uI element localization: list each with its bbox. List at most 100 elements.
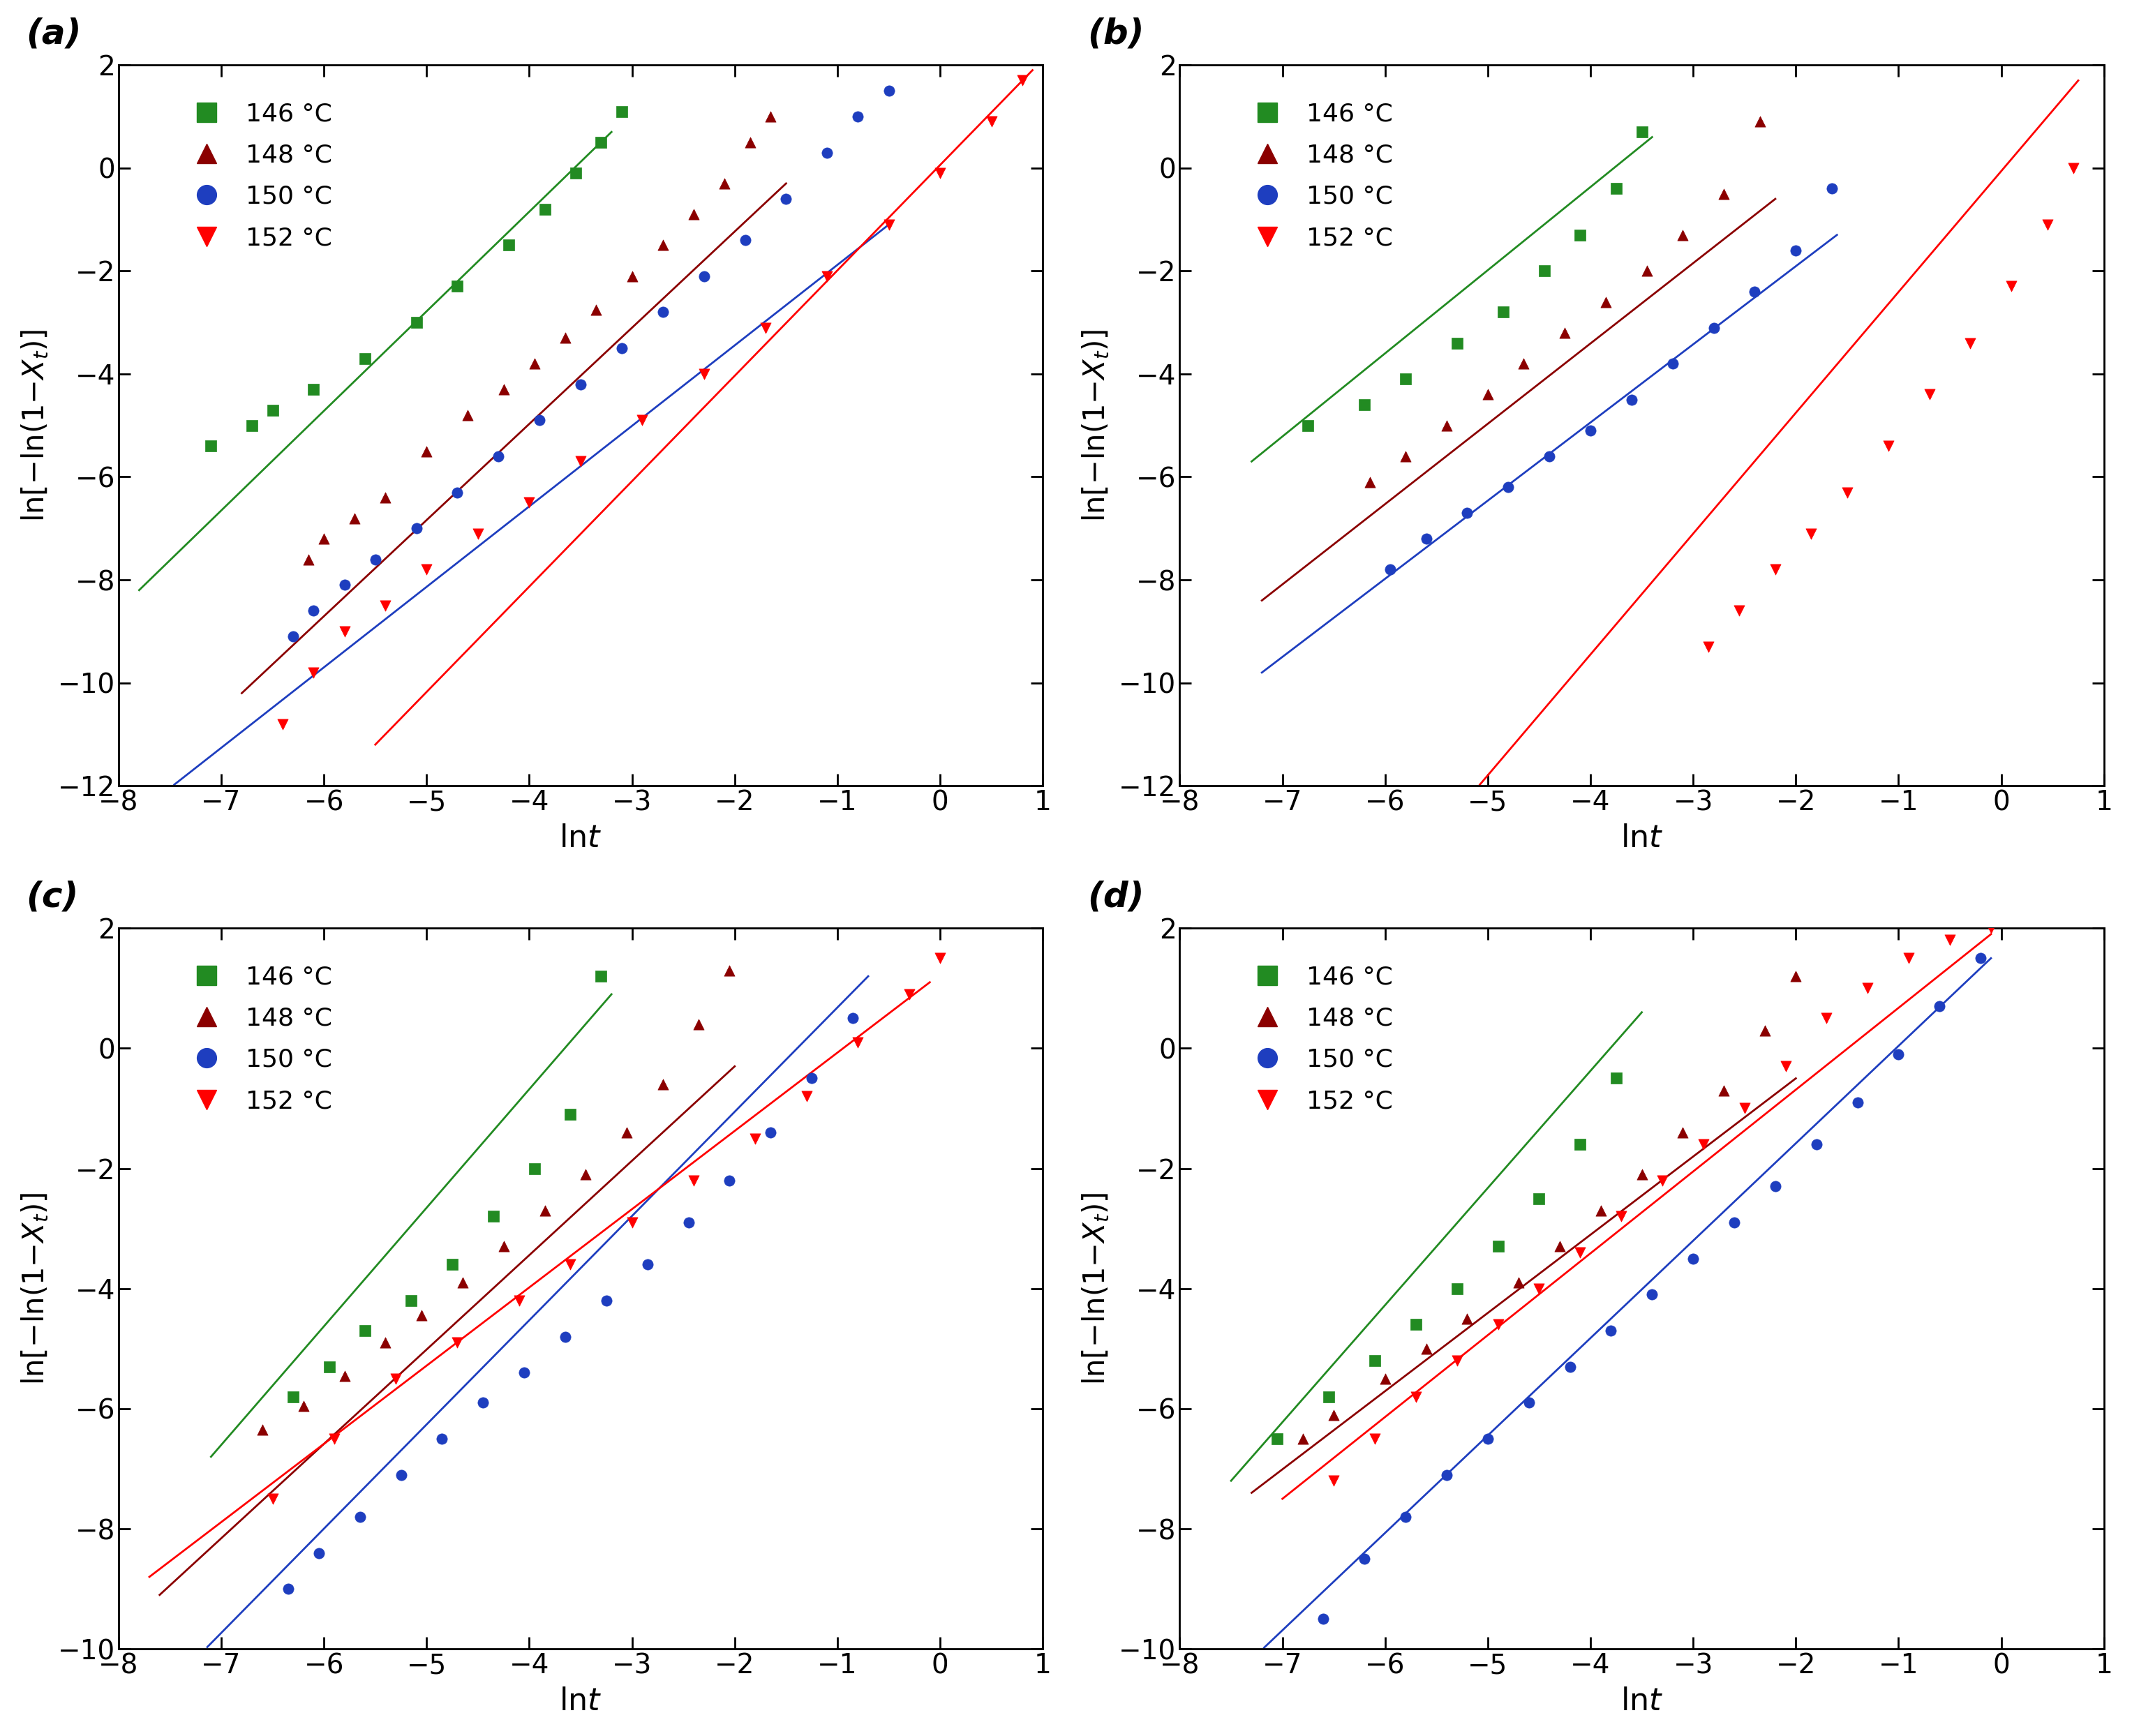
Point [1533, 443, 1567, 470]
Point [1778, 236, 1812, 264]
Point [292, 545, 326, 573]
Point [1358, 1347, 1392, 1375]
Point [605, 335, 640, 363]
X-axis label: ln$t$: ln$t$ [559, 823, 601, 854]
Point [1691, 634, 1725, 661]
Point [795, 1064, 829, 1092]
Point [1431, 1462, 1465, 1489]
Point [1912, 380, 1947, 408]
Point [286, 1392, 320, 1420]
Point [1501, 1269, 1535, 1297]
Point [1814, 175, 1848, 203]
Point [625, 406, 659, 434]
Point [1358, 1425, 1392, 1453]
Point [518, 1154, 552, 1182]
Point [328, 571, 362, 599]
Point [1409, 524, 1443, 552]
Point [1872, 432, 1906, 460]
Point [605, 97, 640, 125]
Point [1657, 349, 1691, 377]
X-axis label: ln$t$: ln$t$ [1620, 1687, 1663, 1717]
Point [789, 1083, 823, 1111]
Point [1599, 1064, 1633, 1092]
Point [1522, 1184, 1556, 1212]
Point [1923, 993, 1957, 1021]
Point [399, 514, 433, 542]
Point [738, 1125, 772, 1153]
Point [1629, 257, 1663, 285]
Point [1527, 257, 1561, 285]
Point [923, 160, 957, 187]
Point [1851, 974, 1885, 1002]
Point [1307, 1606, 1341, 1634]
Point [348, 345, 382, 373]
Point [435, 1250, 469, 1278]
Point [1318, 1467, 1352, 1495]
Point [584, 128, 618, 156]
Point [610, 1118, 644, 1146]
Point [1471, 1425, 1505, 1453]
Point [1993, 273, 2028, 300]
Point [2030, 210, 2064, 238]
Point [1486, 299, 1520, 326]
Point [584, 962, 618, 990]
Legend: 146 °C, 148 °C, 150 °C, 152 °C: 146 °C, 148 °C, 150 °C, 152 °C [1239, 92, 1403, 260]
Point [529, 194, 563, 222]
Point [1716, 1208, 1750, 1236]
Legend: 146 °C, 148 °C, 150 °C, 152 °C: 146 °C, 148 °C, 150 °C, 152 °C [177, 955, 341, 1123]
Point [1369, 1364, 1403, 1392]
Point [409, 437, 443, 465]
Point [1759, 556, 1793, 583]
Point [974, 108, 1008, 135]
Point [467, 1389, 501, 1417]
Point [712, 957, 746, 984]
Point [580, 295, 614, 323]
Point [405, 1302, 439, 1330]
Point [1431, 411, 1465, 439]
Point [486, 375, 520, 403]
Point [1482, 1311, 1516, 1338]
Point [1563, 1130, 1597, 1158]
Point [631, 1250, 665, 1278]
Point [1522, 1274, 1556, 1302]
Point [424, 1425, 458, 1453]
Point [554, 1101, 588, 1128]
Point [1708, 181, 1742, 208]
Point [518, 349, 552, 377]
Y-axis label: ln[$-$ln(1$-$$X_t$)]: ln[$-$ln(1$-$$X_t$)] [1081, 328, 1111, 523]
Point [256, 396, 290, 424]
Legend: 146 °C, 148 °C, 150 °C, 152 °C: 146 °C, 148 °C, 150 °C, 152 °C [177, 92, 341, 260]
Point [450, 401, 484, 429]
Point [727, 226, 761, 253]
Text: (c): (c) [26, 880, 79, 913]
Point [1953, 330, 1987, 358]
Point [1883, 1040, 1917, 1068]
Point [1482, 1233, 1516, 1260]
Point [1584, 1196, 1618, 1224]
Point [1439, 1274, 1473, 1302]
Text: (b): (b) [1087, 17, 1145, 50]
Point [369, 592, 403, 620]
Point [646, 231, 680, 259]
Point [235, 411, 269, 439]
Text: (d): (d) [1087, 880, 1145, 913]
Point [486, 1233, 520, 1260]
Point [687, 262, 721, 290]
Point [1599, 175, 1633, 203]
Point [275, 1384, 309, 1411]
Point [1573, 417, 1608, 444]
Point [548, 325, 582, 352]
Point [1490, 474, 1524, 502]
Point [1738, 278, 1772, 306]
Point [399, 309, 433, 337]
Point [2055, 155, 2089, 182]
Point [1552, 1352, 1586, 1380]
Point [507, 1359, 542, 1387]
Point [554, 1250, 588, 1278]
Point [384, 1462, 418, 1489]
Point [840, 102, 874, 130]
Point [1347, 1545, 1382, 1573]
Point [409, 556, 443, 583]
Point [1810, 1005, 1844, 1033]
Point [328, 618, 362, 646]
